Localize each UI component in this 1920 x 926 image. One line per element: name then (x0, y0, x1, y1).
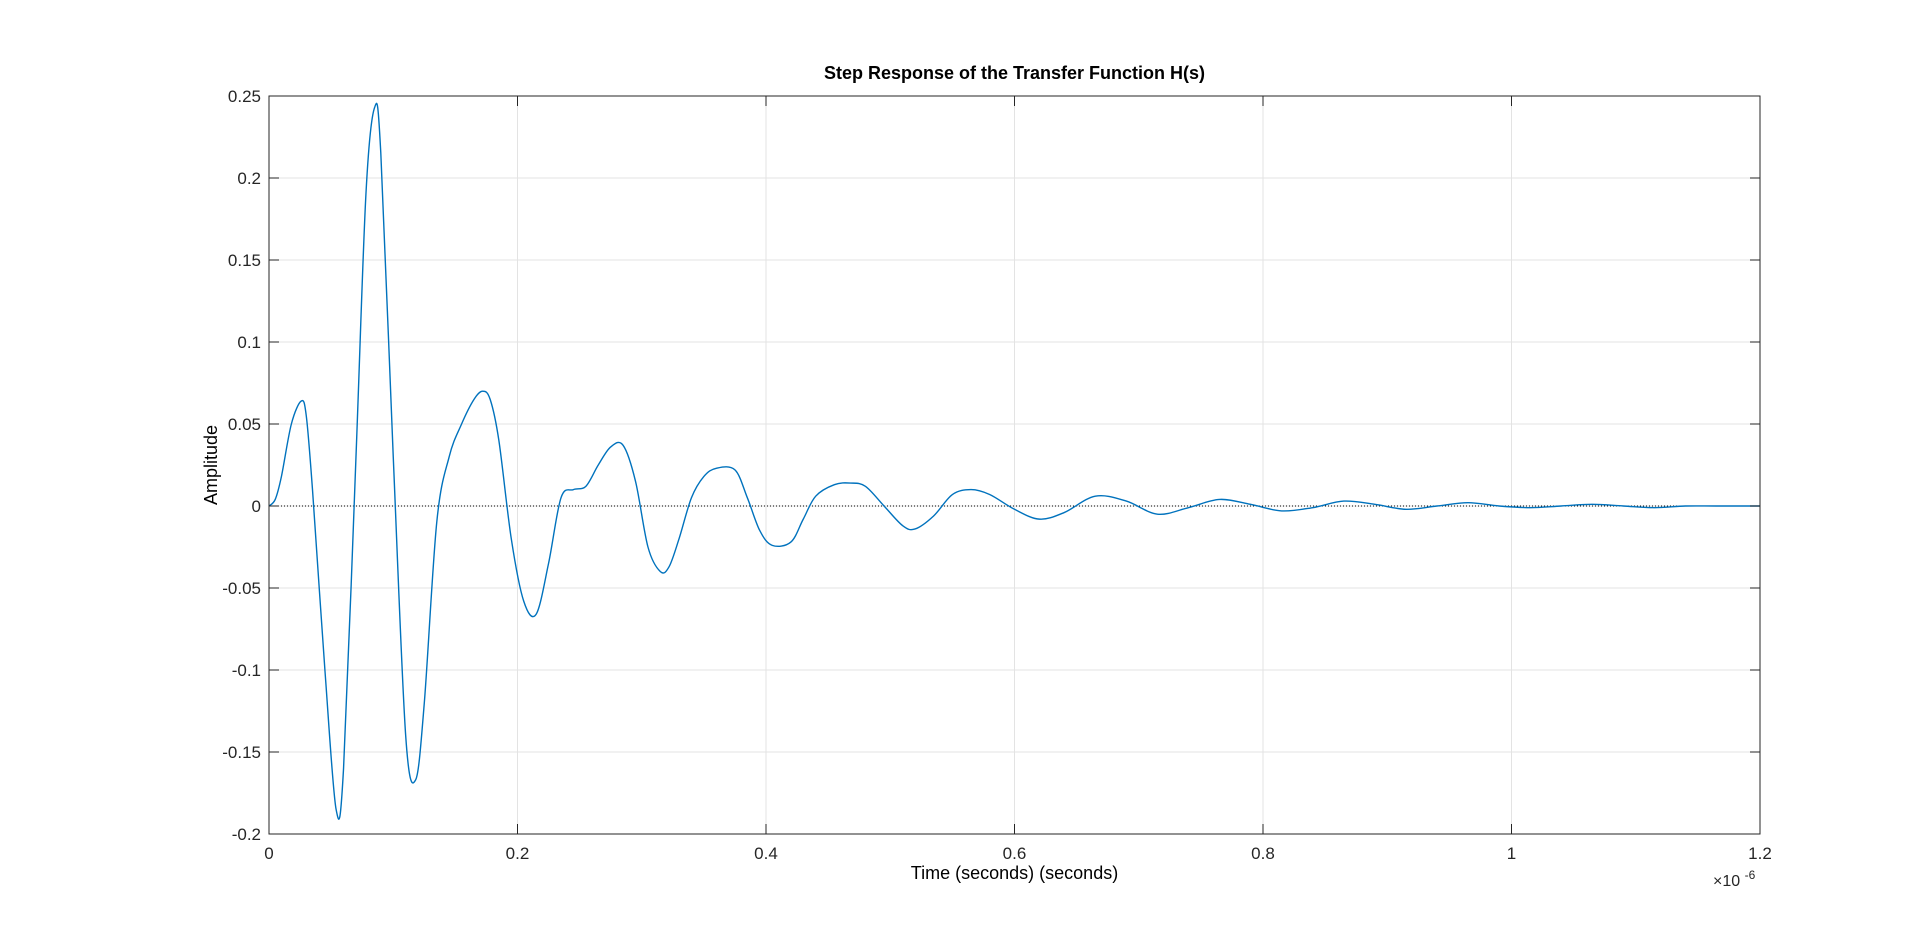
x-tick-label: 1 (1507, 844, 1516, 863)
x-tick-label: 1.2 (1748, 844, 1772, 863)
y-tick-label: 0.25 (228, 87, 261, 106)
y-tick-label: 0.05 (228, 415, 261, 434)
x-tick-label: 0.8 (1251, 844, 1275, 863)
y-axis-label: Amplitude (201, 425, 221, 505)
y-tick-label: -0.05 (222, 579, 261, 598)
chart-title: Step Response of the Transfer Function H… (824, 63, 1205, 83)
y-tick-label: -0.1 (232, 661, 261, 680)
x-tick-label: 0.6 (1003, 844, 1027, 863)
y-tick-label: -0.2 (232, 825, 261, 844)
x-axis-label: Time (seconds) (seconds) (911, 863, 1118, 883)
y-tick-label: 0 (252, 497, 261, 516)
series-line-0 (268, 102, 1760, 820)
y-tick-label: -0.15 (222, 743, 261, 762)
y-tick-label: 0.2 (237, 169, 261, 188)
x-axis-exponent: ×10 -6 (1713, 868, 1756, 890)
grid-lines (269, 96, 1760, 834)
x-tick-label: 0.4 (754, 844, 778, 863)
x-exponent-base: ×10 (1713, 873, 1740, 890)
x-exponent-power: -6 (1745, 868, 1756, 882)
x-tick-labels: 0 0.2 0.4 0.6 0.8 1 1.2 (264, 844, 1772, 863)
y-tick-label: 0.1 (237, 333, 261, 352)
y-tick-label: 0.15 (228, 251, 261, 270)
x-tick-label: 0 (264, 844, 273, 863)
axis-ticks (268, 95, 1761, 835)
y-tick-labels: -0.2 -0.15 -0.1 -0.05 0 0.05 0.1 0.15 0.2 0.25 (222, 87, 261, 844)
x-tick-label: 0.2 (506, 844, 530, 863)
